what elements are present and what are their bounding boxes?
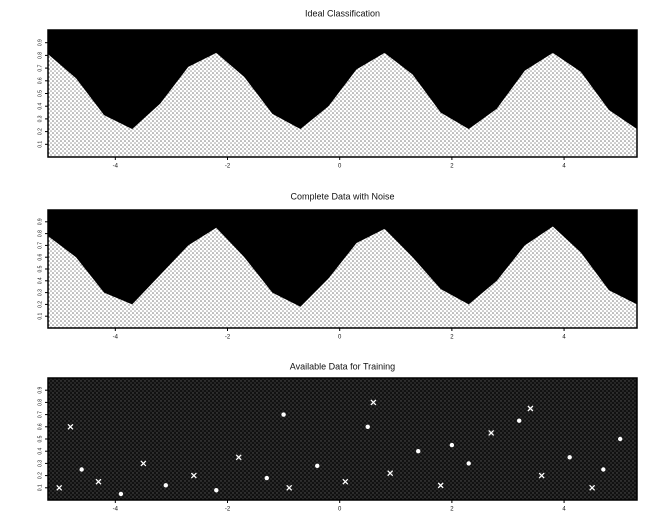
point — [387, 470, 394, 477]
point — [235, 454, 242, 461]
y-tick-label: 0.7 — [37, 411, 43, 418]
point — [79, 467, 84, 472]
y-tick-label: 0.1 — [37, 141, 43, 148]
y-tick-label: 0.5 — [37, 90, 43, 97]
point — [264, 475, 269, 481]
point — [281, 412, 286, 417]
y-tick-label: 0.8 — [37, 52, 43, 59]
point — [589, 484, 596, 491]
x-tick-label: -2 — [225, 164, 231, 170]
point — [190, 472, 197, 479]
y-tick-label: 0.9 — [37, 39, 43, 46]
y-tick-label: 0.3 — [37, 289, 43, 296]
point — [488, 429, 495, 436]
y-tick-label: 0.4 — [37, 448, 43, 455]
y-tick-label: 0.8 — [37, 230, 43, 237]
point — [567, 455, 572, 460]
chart-title: Ideal Classification — [305, 8, 380, 18]
y-tick-label: 0.1 — [37, 313, 43, 320]
y-tick-label: 0.5 — [37, 435, 43, 442]
y-tick-label: 0.2 — [37, 472, 43, 479]
point — [449, 442, 455, 448]
point — [140, 460, 147, 467]
class-a-region — [48, 30, 637, 130]
x-tick-label: 0 — [338, 507, 342, 513]
point — [315, 463, 320, 469]
x-tick-label: -2 — [225, 507, 231, 513]
x-tick-label: -2 — [225, 335, 231, 341]
x-tick-label: 4 — [562, 507, 566, 513]
y-tick-label: 0.2 — [37, 301, 43, 308]
x-tick-label: -4 — [113, 507, 119, 513]
y-tick-label: 0.8 — [37, 399, 43, 406]
y-tick-label: 0.4 — [37, 103, 43, 110]
y-tick-label: 0.9 — [37, 387, 43, 394]
point — [466, 461, 471, 466]
point — [617, 436, 623, 442]
y-tick-label: 0.9 — [37, 218, 43, 225]
point — [56, 484, 63, 491]
x-tick-label: 2 — [450, 335, 454, 341]
point — [67, 423, 74, 430]
x-tick-label: 4 — [562, 164, 566, 170]
y-tick-label: 0.2 — [37, 128, 43, 135]
x-tick-label: -4 — [113, 335, 119, 341]
point — [527, 405, 534, 412]
y-tick-label: 0.3 — [37, 460, 43, 467]
y-tick-label: 0.5 — [37, 265, 43, 272]
x-tick-label: 2 — [450, 164, 454, 170]
x-tick-label: 0 — [338, 164, 342, 170]
y-tick-label: 0.7 — [37, 242, 43, 249]
y-tick-label: 0.4 — [37, 277, 43, 284]
y-tick-label: 0.1 — [37, 484, 43, 491]
x-tick-label: 2 — [450, 507, 454, 513]
class-a-region — [48, 210, 637, 307]
y-tick-label: 0.6 — [37, 423, 43, 430]
point — [517, 418, 522, 423]
y-tick-label: 0.3 — [37, 115, 43, 122]
point — [214, 488, 219, 493]
point — [118, 491, 124, 497]
x-tick-label: -4 — [113, 164, 119, 170]
point — [342, 478, 349, 485]
point — [163, 483, 168, 488]
background — [48, 378, 637, 500]
point — [538, 472, 545, 479]
x-tick-label: 4 — [562, 335, 566, 341]
chart-title: Complete Data with Noise — [290, 191, 394, 201]
x-tick-label: 0 — [338, 335, 342, 341]
point — [437, 482, 444, 489]
y-tick-label: 0.6 — [37, 254, 43, 261]
chart-title: Available Data for Training — [290, 361, 395, 371]
y-tick-label: 0.7 — [37, 64, 43, 71]
point — [95, 478, 102, 485]
point — [286, 484, 293, 491]
point — [601, 467, 606, 472]
point — [416, 449, 421, 454]
y-tick-label: 0.6 — [37, 77, 43, 84]
point — [370, 399, 377, 406]
point — [365, 424, 370, 429]
